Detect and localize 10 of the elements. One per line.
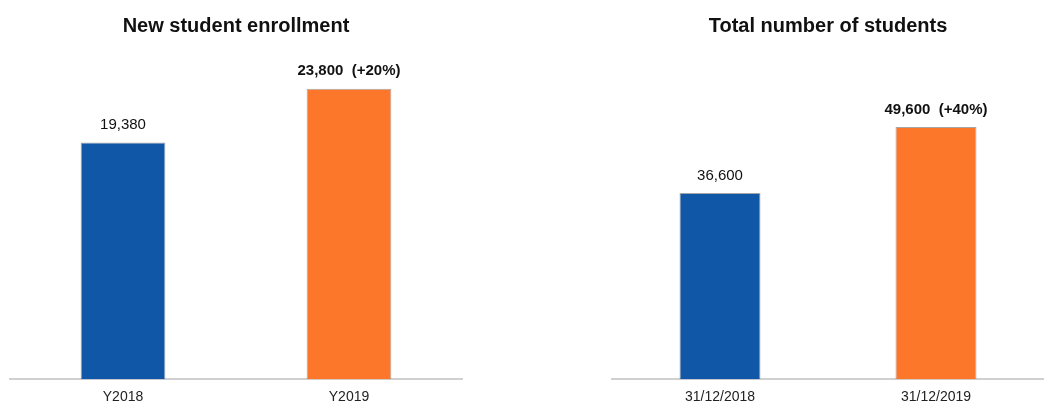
x-tick-label: 31/12/2018 (684, 388, 756, 405)
chart-title: Total number of students (708, 13, 948, 36)
x-tick-label: Y2019 (328, 388, 370, 405)
x-tick-label: Y2018 (102, 388, 144, 405)
x-tick-label: 31/12/2019 (900, 388, 972, 405)
chart-title: New student enrollment (122, 13, 350, 36)
data-label: 36,600 (697, 165, 743, 183)
data-label: 23,800 (+20%) (297, 61, 401, 79)
data-label: 19,380 (100, 115, 146, 133)
data-label: 49,600 (+40%) (884, 99, 988, 117)
